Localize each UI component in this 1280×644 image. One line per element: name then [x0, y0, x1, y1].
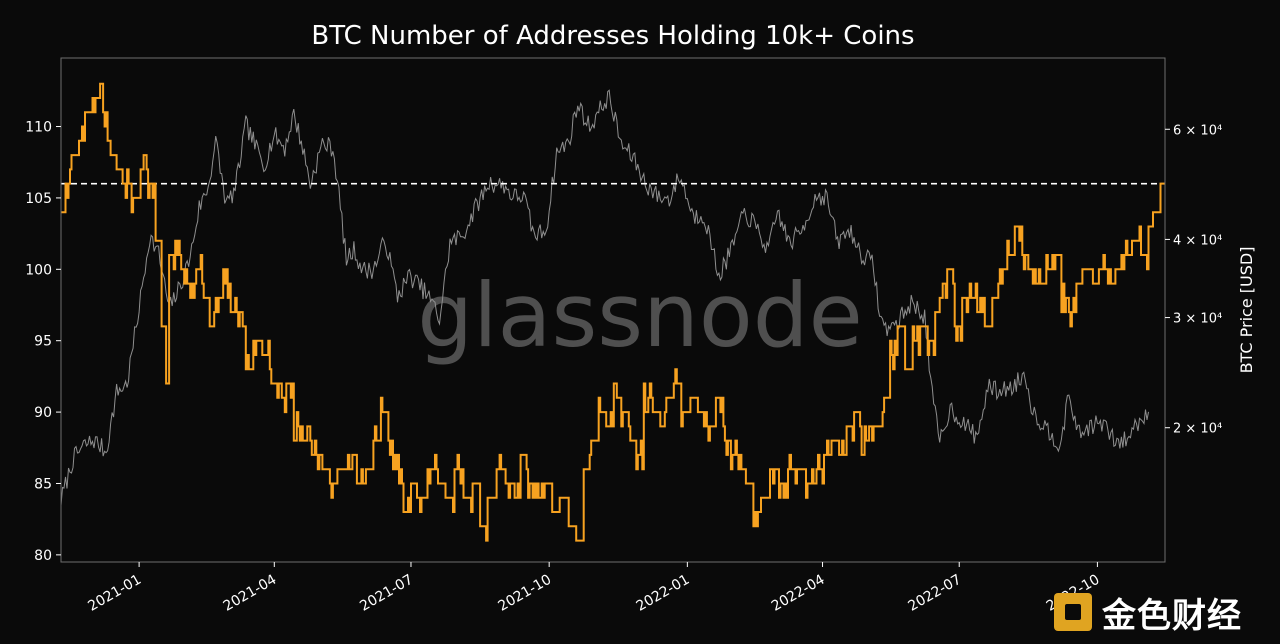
- left-tick-label: 80: [34, 548, 52, 564]
- address-count-line: [61, 82, 1165, 542]
- left-tick-label: 105: [25, 191, 52, 207]
- right-tick-label: 4 × 10⁴: [1173, 233, 1222, 248]
- chart-title: BTC Number of Addresses Holding 10k+ Coi…: [311, 21, 914, 51]
- price-line: [60, 89, 1149, 506]
- right-axis-label: BTC Price [USD]: [1237, 247, 1256, 374]
- right-y-axis: 2 × 10⁴ 3 × 10⁴ 4 × 10⁴ 6 × 10⁴: [1165, 123, 1222, 437]
- x-tick-label: 2021-10: [496, 572, 555, 615]
- x-tick-label: 2021-04: [221, 572, 280, 615]
- brand-text: 金色财经: [1102, 595, 1242, 636]
- price-series-layer: [60, 89, 1149, 506]
- right-tick-label: 2 × 10⁴: [1173, 422, 1222, 437]
- x-tick-label: 2022-04: [769, 572, 828, 615]
- x-tick-label: 2022-01: [634, 572, 693, 615]
- brand-logo: 金色财经: [1046, 584, 1280, 640]
- left-y-axis: 80 85 90 95 100 105 110: [25, 120, 61, 564]
- left-tick-label: 100: [25, 262, 52, 278]
- plot-frame: [60, 57, 1166, 563]
- address-count-series-layer: [61, 82, 1165, 542]
- left-tick-label: 95: [34, 334, 52, 350]
- left-tick-label: 110: [25, 120, 52, 136]
- right-tick-label: 3 × 10⁴: [1173, 312, 1222, 327]
- x-tick-label: 2022-07: [906, 572, 965, 615]
- watermark: glassnode: [417, 264, 863, 367]
- x-axis: 2021-01 2021-04 2021-07 2021-10 2022-01 2022-…: [85, 562, 1102, 615]
- brand-mark-icon: [1054, 593, 1092, 631]
- x-tick-label: 2021-07: [357, 572, 416, 615]
- x-tick-label: 2021-01: [85, 572, 144, 615]
- left-tick-label: 90: [34, 405, 52, 421]
- right-tick-label: 6 × 10⁴: [1173, 123, 1222, 138]
- left-tick-label: 85: [34, 476, 52, 492]
